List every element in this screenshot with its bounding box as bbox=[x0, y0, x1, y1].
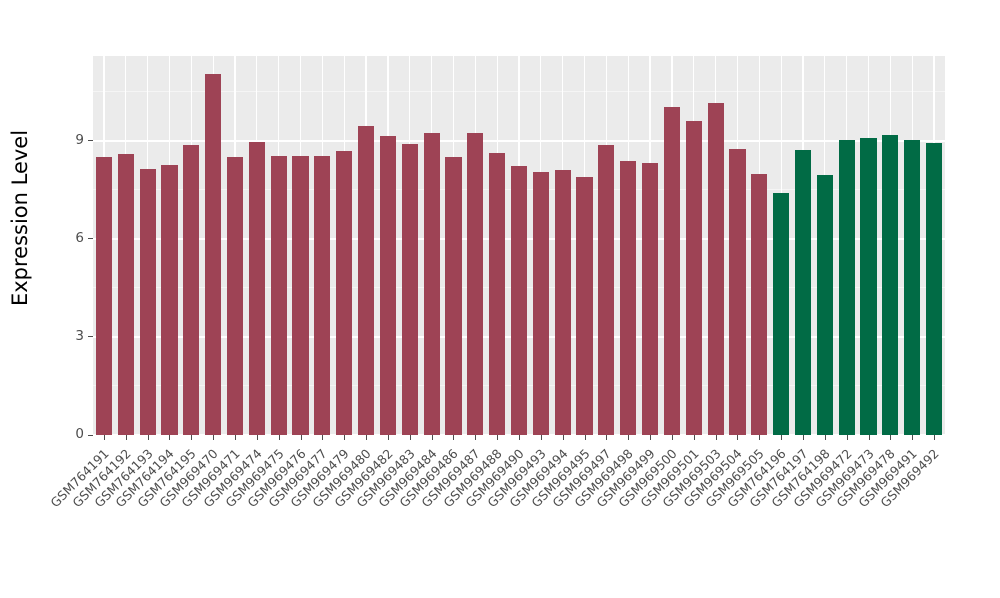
bar bbox=[139, 169, 156, 435]
y-axis-tick-label: 0 bbox=[75, 426, 84, 443]
bar bbox=[925, 142, 943, 435]
bar bbox=[270, 156, 287, 435]
x-axis-tick-mark bbox=[169, 435, 171, 440]
x-axis-tick-mark bbox=[256, 435, 258, 440]
x-axis-tick-mark bbox=[868, 435, 870, 440]
bar bbox=[292, 156, 309, 435]
bar bbox=[161, 165, 178, 435]
y-axis-tick-label: 3 bbox=[75, 328, 84, 345]
x-axis-tick-mark bbox=[431, 435, 433, 440]
bar bbox=[751, 174, 768, 435]
bar bbox=[641, 163, 659, 435]
x-axis-tick-mark bbox=[387, 435, 389, 440]
x-axis-tick-mark bbox=[628, 435, 630, 440]
x-axis-tick-mark bbox=[934, 435, 936, 440]
x-axis-tick-mark bbox=[278, 435, 280, 440]
bar bbox=[576, 176, 593, 435]
x-axis-tick-mark bbox=[519, 435, 520, 440]
x-axis-tick-mark bbox=[409, 435, 411, 440]
bar bbox=[816, 175, 833, 435]
y-axis-tick-mark bbox=[88, 238, 93, 240]
bar bbox=[620, 160, 637, 435]
y-axis: 0 3 6 9 bbox=[40, 56, 93, 441]
x-axis-tick-mark bbox=[147, 435, 149, 440]
y-axis-tick-mark bbox=[88, 140, 93, 142]
x-axis-tick-mark bbox=[497, 435, 499, 440]
bar bbox=[489, 153, 506, 435]
x-axis-tick-mark bbox=[235, 435, 236, 440]
x-axis-tick-mark bbox=[715, 435, 717, 440]
bar bbox=[467, 133, 484, 435]
y-axis-tick-mark bbox=[88, 336, 93, 338]
x-axis-tick-mark bbox=[300, 435, 302, 440]
x-axis-tick-mark bbox=[912, 435, 914, 440]
x-axis-tick-mark bbox=[125, 435, 127, 440]
x-axis-tick-mark bbox=[803, 435, 804, 440]
bar bbox=[794, 150, 812, 435]
x-axis-tick-mark bbox=[213, 435, 215, 440]
x-axis-tick-mark bbox=[824, 435, 826, 440]
bar bbox=[357, 126, 375, 435]
x-axis-tick-mark bbox=[344, 435, 346, 440]
bar bbox=[314, 155, 331, 435]
x-axis-tick-mark bbox=[584, 435, 586, 440]
bar bbox=[532, 172, 549, 435]
x-axis-tick-mark bbox=[693, 435, 695, 440]
bar bbox=[336, 151, 353, 435]
bar bbox=[423, 132, 440, 435]
x-axis-tick-mark bbox=[846, 435, 848, 440]
bar bbox=[401, 144, 418, 435]
x-axis-tick-mark bbox=[562, 435, 564, 440]
x-axis-tick-mark bbox=[191, 435, 193, 440]
bar bbox=[904, 140, 921, 435]
x-axis-tick-mark bbox=[322, 435, 324, 440]
bar bbox=[510, 166, 528, 435]
bar-chart: Expression Level 0 3 6 9 GSM764191 GSM764192… bbox=[0, 0, 945, 580]
bar bbox=[226, 157, 244, 435]
bar bbox=[554, 170, 571, 435]
bar bbox=[379, 136, 396, 435]
bar bbox=[860, 138, 877, 435]
y-axis-tick-mark bbox=[88, 434, 93, 436]
x-axis-tick-mark bbox=[453, 435, 455, 440]
bar bbox=[773, 192, 790, 435]
bar bbox=[183, 144, 200, 435]
x-axis-tick-mark bbox=[890, 435, 892, 440]
bar bbox=[205, 73, 222, 435]
y-axis-tick-label: 6 bbox=[75, 230, 84, 247]
bar bbox=[838, 139, 855, 435]
bar bbox=[248, 141, 265, 435]
bar bbox=[663, 106, 680, 435]
bar bbox=[685, 120, 702, 435]
bar bbox=[117, 154, 134, 435]
x-axis-tick-mark bbox=[737, 435, 739, 440]
x-axis-tick-mark bbox=[366, 435, 368, 440]
bar bbox=[729, 149, 746, 435]
x-axis-tick-mark bbox=[540, 435, 542, 440]
x-axis-tick-mark bbox=[103, 435, 105, 440]
y-axis-title-text: Expression Level bbox=[8, 129, 33, 306]
plot-panel bbox=[93, 56, 945, 435]
bar bbox=[598, 144, 615, 435]
y-axis-title: Expression Level bbox=[0, 0, 40, 435]
x-axis-tick-mark bbox=[671, 435, 673, 440]
x-axis-tick-mark bbox=[475, 435, 477, 440]
bar bbox=[707, 103, 724, 435]
bar-series bbox=[93, 56, 945, 435]
bar bbox=[445, 156, 462, 435]
x-axis-tick-mark bbox=[781, 435, 783, 440]
x-axis-tick-mark bbox=[759, 435, 761, 440]
bar bbox=[882, 135, 899, 435]
x-axis-tick-mark bbox=[606, 435, 608, 440]
x-axis-tick-mark bbox=[650, 435, 652, 440]
y-axis-tick-label: 9 bbox=[75, 132, 84, 149]
x-axis: GSM764191 GSM764192 GSM764193 GSM764194 GSM7… bbox=[47, 435, 945, 580]
bar bbox=[95, 157, 112, 435]
